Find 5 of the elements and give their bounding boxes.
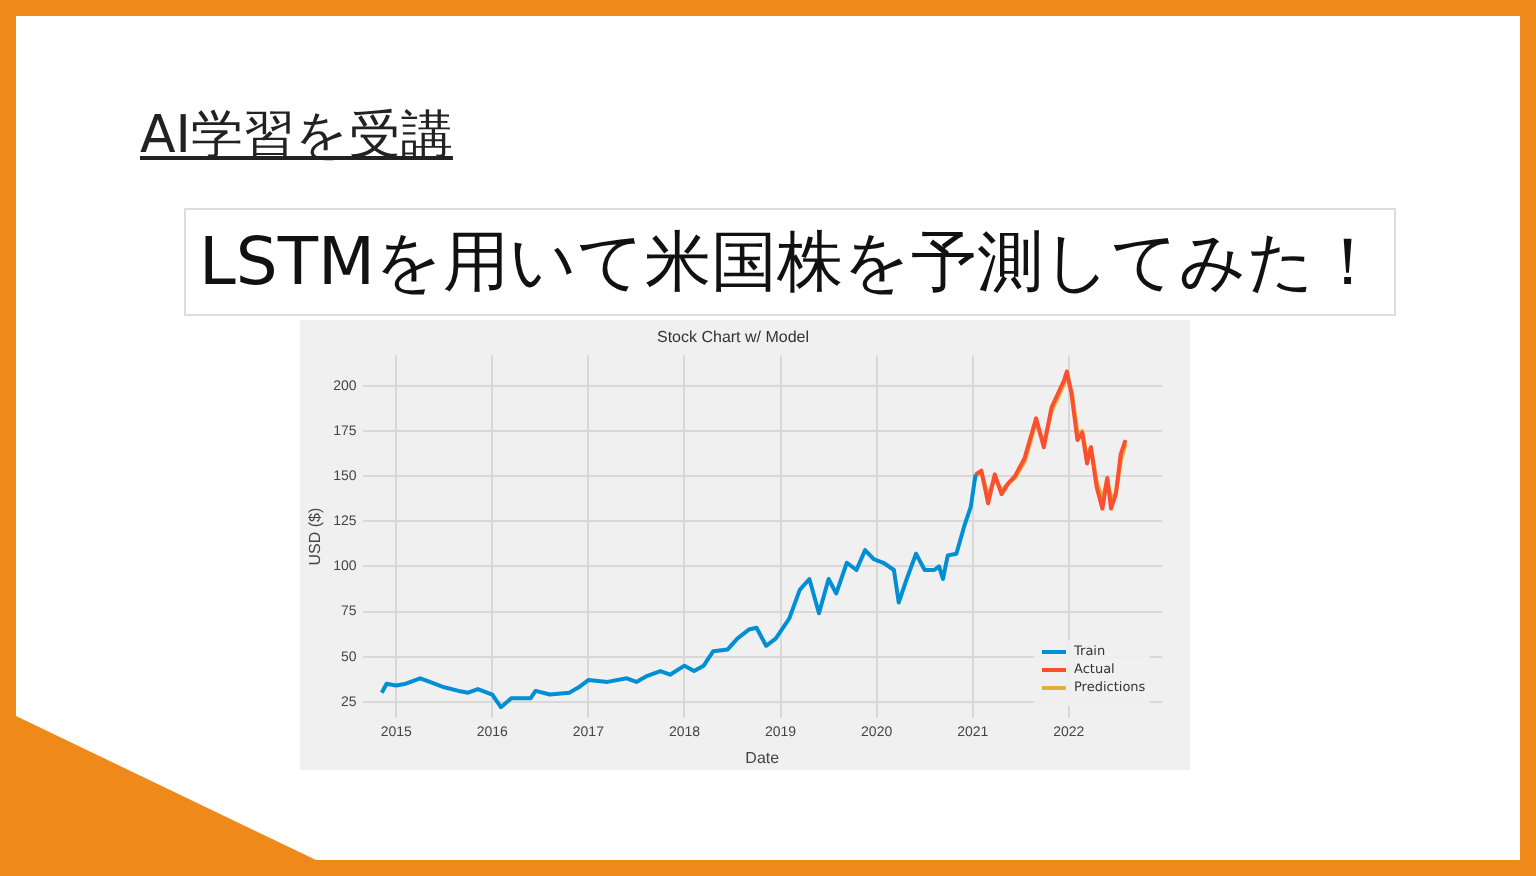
chart-title: Stock Chart w/ Model xyxy=(656,328,810,347)
text: LSTMを用いて米国株を予測してみた！ xyxy=(184,208,1396,316)
text: AI学習を受講 xyxy=(140,104,453,170)
y-axis-title: USD ($) xyxy=(306,507,325,566)
x-axis-title: Date xyxy=(745,748,781,767)
